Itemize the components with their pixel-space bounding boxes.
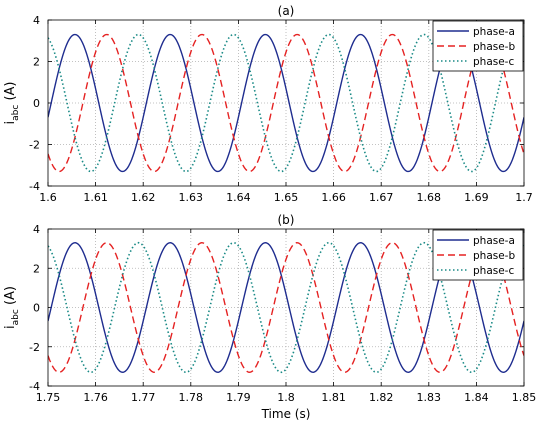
x-tick-label: 1.84 — [464, 391, 489, 404]
y-tick-label: -4 — [29, 180, 40, 193]
y-axis-label-unit: (A) — [3, 82, 18, 105]
panel-a: 1.6 1.61 1.62 1.63 1.64 1.65 1.66 1.67 1.68 1.69 1… — [3, 4, 533, 204]
plot-frame — [47, 228, 525, 387]
legend-label: phase-c — [473, 265, 514, 277]
x-tick-label: 1.67 — [369, 191, 394, 204]
legend: phase-a phase-b phase-c — [432, 20, 524, 72]
y-tick-label: 4 — [33, 14, 40, 27]
x-tick-label: 1.65 — [274, 191, 299, 204]
legend-label: phase-b — [473, 41, 515, 53]
x-tick-label: 1.69 — [464, 191, 489, 204]
x-tick-label: 1.61 — [83, 191, 108, 204]
y-tick-label: 0 — [33, 97, 40, 110]
x-tick-label: 1.79 — [226, 391, 251, 404]
y-axis-label-subscript: abc — [11, 309, 21, 325]
y-tick-label: 2 — [33, 56, 40, 69]
x-tick-label: 1.85 — [512, 391, 537, 404]
legend-label: phase-b — [473, 250, 515, 262]
y-tick-label: -2 — [29, 341, 40, 354]
series-line-phase-b — [48, 242, 524, 373]
y-axis-label-main: i — [3, 325, 18, 329]
x-tick-label: 1.82 — [369, 391, 394, 404]
legend-box — [432, 229, 524, 281]
y-tick-label: -2 — [29, 139, 40, 152]
x-axis-label: Time (s) — [261, 407, 311, 421]
x-tick-label: 1.6 — [39, 191, 57, 204]
x-tick-label: 1.63 — [179, 191, 204, 204]
x-tick-label: 1.75 — [36, 391, 61, 404]
y-tick-label: 0 — [33, 302, 40, 315]
legend-label: phase-a — [473, 235, 515, 247]
x-tick-label: 1.7 — [515, 191, 533, 204]
x-tick-label: 1.64 — [226, 191, 251, 204]
series-line-phase-b — [48, 33, 524, 173]
panel-b: 1.75 1.76 1.77 1.78 1.79 1.8 1.81 1.82 1.83 1.84 1… — [3, 213, 536, 421]
series-line-phase-c — [48, 241, 524, 374]
x-tick-label: 1.62 — [131, 191, 156, 204]
legend-label: phase-a — [473, 26, 515, 38]
x-tick-label: 1.8 — [277, 391, 295, 404]
y-tick-label: 2 — [33, 262, 40, 275]
legend-label: phase-c — [473, 56, 514, 68]
x-tick-label: 1.66 — [321, 191, 346, 204]
panel-title: (b) — [278, 213, 295, 227]
y-tick-label: 4 — [33, 223, 40, 236]
x-tick-label: 1.78 — [179, 391, 204, 404]
legend: phase-a phase-b phase-c — [432, 229, 524, 281]
y-axis-label-main: i — [3, 121, 18, 125]
y-axis-label: iabc (A) — [3, 82, 21, 125]
x-tick-label: 1.68 — [417, 191, 442, 204]
x-tick-label: 1.76 — [83, 391, 108, 404]
series-line-phase-c — [48, 33, 524, 173]
y-tick-label: -4 — [29, 380, 40, 393]
x-tick-label: 1.83 — [417, 391, 442, 404]
x-tick-label: 1.77 — [131, 391, 156, 404]
panel-title: (a) — [278, 4, 295, 18]
y-axis-label: iabc (A) — [3, 286, 21, 329]
y-axis-label-unit: (A) — [3, 286, 18, 309]
plot-frame — [47, 19, 525, 187]
y-axis-label-subscript: abc — [11, 105, 21, 121]
x-tick-label: 1.81 — [321, 391, 346, 404]
